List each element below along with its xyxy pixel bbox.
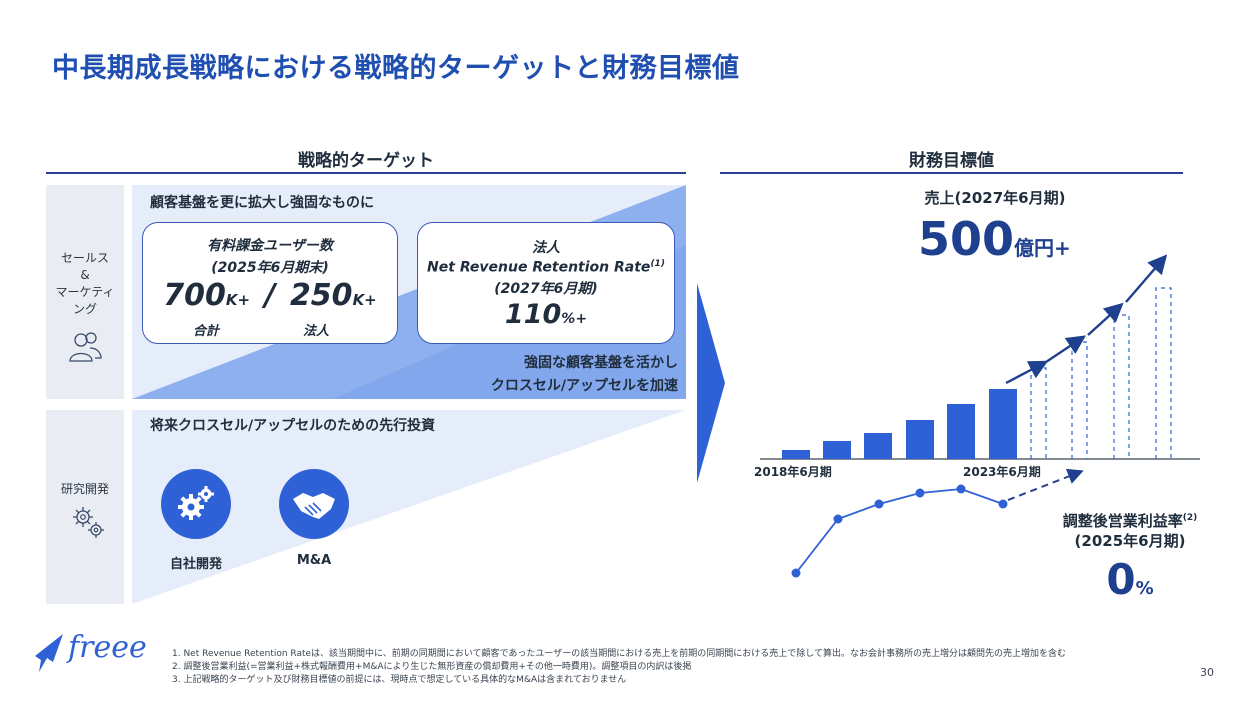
projected-bar (1155, 287, 1172, 459)
margin-point (791, 568, 801, 578)
margin-unit: % (1135, 578, 1154, 599)
brand-logo: freee (68, 630, 147, 665)
margin-target: 0% (1045, 555, 1215, 604)
page-number: 30 (1200, 666, 1214, 679)
sales-label: セールス & マーケティ ング (55, 251, 115, 316)
revenue-unit: 億円+ (1014, 236, 1071, 260)
paid-users-period: (2025年6月期末) (211, 260, 329, 276)
handshake-icon (293, 493, 335, 519)
total-label: 合計 (193, 324, 220, 339)
paid-users-box: 有料課金ユーザー数 (2025年6月期末) 700K+ / 250K+ 合計 法… (142, 222, 398, 344)
margin-point (956, 484, 966, 494)
financial-heading: 財務目標値 (909, 151, 994, 171)
rnd-label: 研究開発 (60, 482, 109, 496)
margin-label-row: 調整後営業利益率(2) (1045, 510, 1215, 531)
ma-label: M&A (296, 553, 332, 568)
axis-mid-label: 2023年6月期 (963, 465, 1041, 479)
revenue-bar (823, 441, 851, 459)
gear-icon (178, 486, 214, 520)
revenue-bar (782, 450, 810, 459)
margin-point (998, 499, 1008, 509)
freee-bird-icon (35, 634, 63, 672)
nrr-unit: %+ (561, 310, 588, 327)
rnd-label-box (46, 410, 124, 604)
nrr-line2: Net Revenue Retention Rate (427, 259, 651, 276)
margin-line (795, 488, 1004, 574)
margin-label: 調整後営業利益率 (1062, 512, 1183, 530)
growth-arrow (1125, 254, 1168, 303)
projected-bar (1030, 367, 1047, 459)
revenue-bar (906, 420, 934, 459)
corp-users-unit: K+ (352, 291, 377, 309)
growth-chart (760, 254, 1200, 578)
footnote-1: 1. Net Revenue Retention Rateは、該当期間中に、前期… (172, 649, 1066, 659)
margin-period: (2025年6月期) (1074, 532, 1186, 550)
footnote-3: 3. 上記戦略的ターゲット及び財務目標値の前提には、現時点で想定している具体的な… (172, 675, 627, 685)
growth-arrow (1087, 302, 1124, 336)
nrr-period: (2027年6月期) (494, 280, 598, 297)
margin-projection-arrow (1007, 468, 1084, 501)
nrr-value: 110 (504, 298, 562, 330)
axis-start-label: 2018年6月期 (754, 465, 832, 479)
growth-arrow (1005, 360, 1049, 385)
users-slash: / (264, 278, 276, 313)
total-users-unit: K+ (225, 291, 251, 309)
forward-chevron-icon (697, 283, 725, 483)
crosssell-line1: 強固な顧客基盤を活かし (524, 355, 678, 371)
strategic-heading: 戦略的ターゲット (298, 151, 434, 171)
growth-arrow (1045, 335, 1086, 363)
margin-point (833, 514, 843, 524)
sales-label-box (46, 185, 124, 399)
strategic-divider (46, 172, 686, 174)
in-house-label: 自社開発 (169, 557, 222, 572)
corp-users-value: 250 (289, 278, 353, 313)
revenue-bar (989, 389, 1017, 459)
nrr-box: 法人 Net Revenue Retention Rate(1) (2027年6… (417, 222, 675, 344)
revenue-label: 売上(2027年6月期) (924, 189, 1066, 207)
margin-point (915, 488, 925, 498)
ma-circle (279, 469, 349, 539)
revenue-target: 500億円+ (918, 212, 1071, 266)
total-users-value: 700 (163, 278, 226, 313)
projected-bar (1113, 314, 1130, 459)
crosssell-line2: クロスセル/アップセルを加速 (490, 378, 678, 394)
top-banner: 顧客基盤を更に拡大し強固なものに (150, 195, 374, 211)
in-house-circle (161, 469, 231, 539)
investment-wedge (132, 410, 686, 604)
projected-bar (1071, 341, 1088, 459)
footnote-2: 2. 調整後営業利益(=営業利益+株式報酬費用+M&Aにより生じた無形資産の償却… (172, 662, 692, 672)
margin-footnote-ref: (2) (1182, 513, 1198, 523)
revenue-value: 500 (918, 212, 1015, 266)
people-icon (69, 332, 102, 362)
revenue-bar (947, 404, 975, 459)
invest-banner: 将来クロスセル/アップセルのための先行投資 (150, 418, 436, 434)
margin-value: 0 (1106, 555, 1136, 604)
page-title: 中長期成長戦略における戦略的ターゲットと財務目標値 (52, 53, 740, 84)
nrr-line1: 法人 (532, 240, 560, 256)
corp-label: 法人 (303, 324, 330, 339)
gears-outline-icon (73, 507, 104, 538)
financial-divider (720, 172, 1183, 174)
paid-users-title: 有料課金ユーザー数 (207, 238, 333, 254)
margin-point (874, 499, 884, 509)
revenue-bar (864, 433, 892, 459)
nrr-footnote-ref: (1) (650, 259, 665, 269)
